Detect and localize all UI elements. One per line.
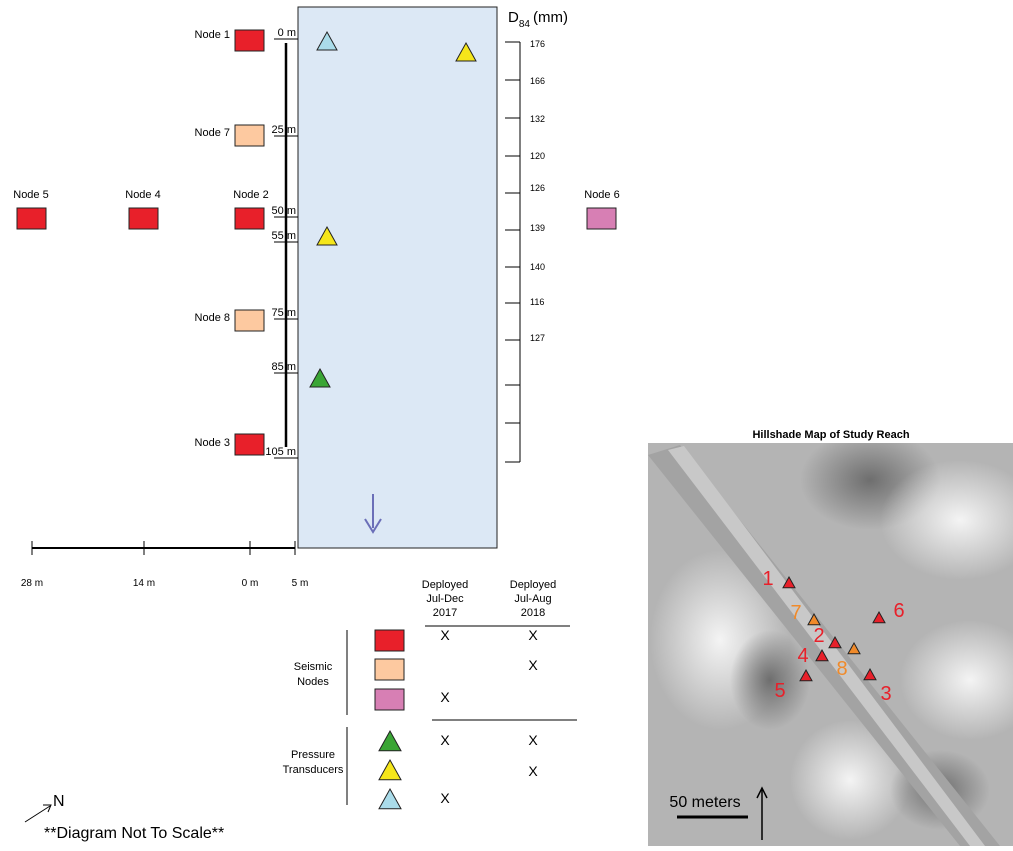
node-marker xyxy=(375,659,404,680)
distance-label: 105 m xyxy=(265,446,296,458)
d84-unit: (mm) xyxy=(533,9,568,26)
map-marker-label: 2 xyxy=(813,625,824,647)
d84-value: 116 xyxy=(530,297,544,307)
deployment-mark: X xyxy=(440,627,450,643)
d84-value: 166 xyxy=(530,76,545,86)
node-marker xyxy=(235,125,264,146)
d84-value: 176 xyxy=(530,39,545,49)
legend-marker xyxy=(379,789,401,809)
scale-note: **Diagram Not To Scale** xyxy=(44,825,224,842)
node-label: Node 2 xyxy=(233,189,268,201)
node-marker xyxy=(235,434,264,455)
distance-label: 25 m xyxy=(272,124,296,136)
legend-column-header: Jul-Aug xyxy=(514,593,551,605)
distance-label: 50 m xyxy=(272,205,296,217)
legend-group-label: Pressure xyxy=(291,749,335,761)
legend-marker xyxy=(379,731,401,751)
node-marker xyxy=(375,630,404,651)
map-marker-label: 6 xyxy=(893,600,904,622)
map-scale-label: 50 meters xyxy=(669,794,740,811)
distance-label: 85 m xyxy=(272,361,296,373)
legend-marker xyxy=(379,760,401,780)
node-label: Node 5 xyxy=(13,189,48,201)
node-marker xyxy=(129,208,158,229)
d84-value: 140 xyxy=(530,262,545,272)
node-marker xyxy=(235,30,264,51)
map-marker-label: 4 xyxy=(797,645,808,667)
hillshade-map xyxy=(648,430,1013,846)
node-label: Node 3 xyxy=(195,437,230,449)
map-marker-label: 3 xyxy=(880,683,891,705)
legend-column-header: Jul-Dec xyxy=(426,593,464,605)
map-marker-label: 8 xyxy=(836,658,847,680)
legend-group-label: Seismic xyxy=(294,661,333,673)
node-label: Node 1 xyxy=(195,29,230,41)
map-marker-label: 7 xyxy=(790,602,801,624)
deployment-mark: X xyxy=(528,732,538,748)
distance-label: 75 m xyxy=(272,307,296,319)
north-arrow xyxy=(25,806,50,822)
node-label: Node 8 xyxy=(195,312,230,324)
node-marker xyxy=(587,208,616,229)
node-label: Node 4 xyxy=(125,189,160,201)
legend-column-header: 2017 xyxy=(433,607,457,619)
map-title: Hillshade Map of Study Reach xyxy=(752,429,909,441)
river-channel xyxy=(298,7,497,548)
d84-value: 132 xyxy=(530,114,545,124)
deployment-mark: X xyxy=(528,763,538,779)
d84-value: 120 xyxy=(530,151,545,161)
node-marker xyxy=(375,689,404,710)
node-marker xyxy=(235,310,264,331)
legend-group-label: Transducers xyxy=(283,764,344,776)
node-marker xyxy=(235,208,264,229)
north-label: N xyxy=(53,793,65,810)
node-label: Node 7 xyxy=(195,127,230,139)
d84-value: 139 xyxy=(530,223,545,233)
legend-group-label: Nodes xyxy=(297,676,329,688)
scale-label: 28 m xyxy=(21,578,43,589)
d84-symbol: D xyxy=(508,9,519,26)
d84-value: 127 xyxy=(530,333,545,343)
map-marker-label: 5 xyxy=(774,680,785,702)
d84-value: 126 xyxy=(530,183,545,193)
diagram: Node 1 Node 7 Node 5 Node 4 Node 2 Node 6 Node… xyxy=(0,0,1013,846)
legend-column-header: 2018 xyxy=(521,607,545,619)
node-marker xyxy=(17,208,46,229)
scale-label: 14 m xyxy=(133,578,155,589)
deployment-mark: X xyxy=(528,627,538,643)
scale-label: 0 m xyxy=(242,578,259,589)
legend-column-header: Deployed xyxy=(422,579,468,591)
distance-label: 0 m xyxy=(278,27,296,39)
deployment-mark: X xyxy=(440,689,450,705)
legend-column-header: Deployed xyxy=(510,579,556,591)
deployment-mark: X xyxy=(440,732,450,748)
map-marker-label: 1 xyxy=(762,568,773,590)
d84-header: D84(mm) xyxy=(508,9,568,30)
d84-subscript: 84 xyxy=(519,19,531,30)
scale-label: 5 m xyxy=(292,578,309,589)
deployment-mark: X xyxy=(528,657,538,673)
distance-label: 55 m xyxy=(272,230,296,242)
deployment-mark: X xyxy=(440,790,450,806)
node-label: Node 6 xyxy=(584,189,619,201)
